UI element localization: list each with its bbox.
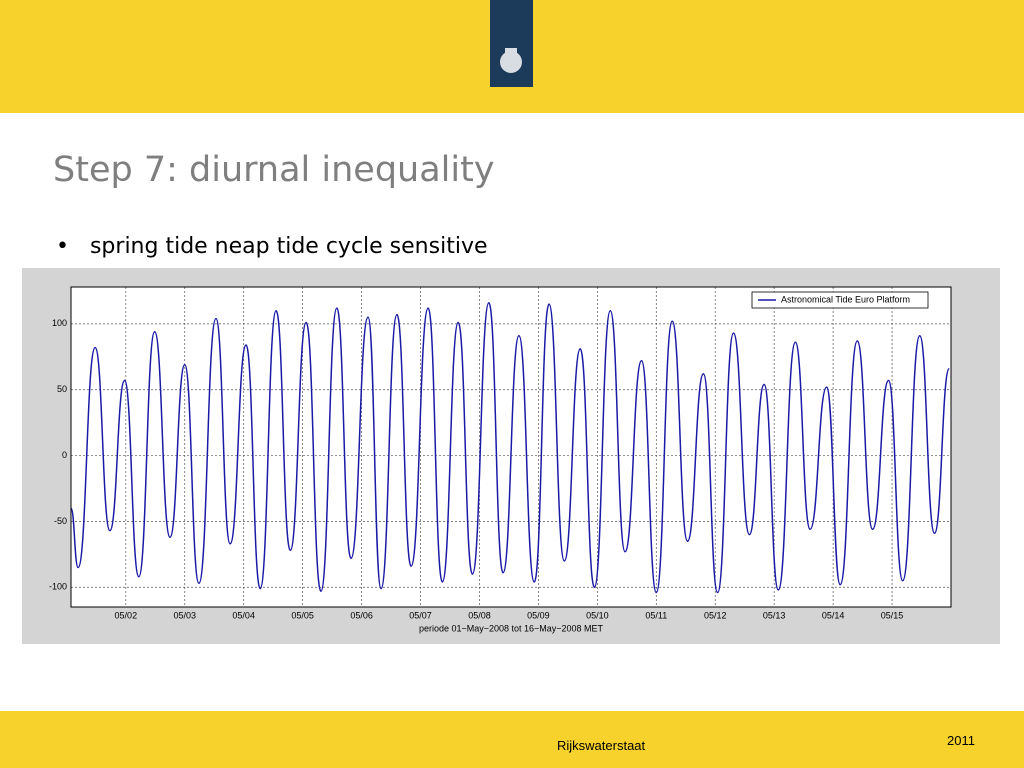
x-tick-label: 05/04 [232,610,255,620]
logo [490,0,533,87]
x-tick-label: 05/05 [291,610,314,620]
data-line [70,302,950,594]
x-tick-label: 05/07 [409,610,432,620]
legend-label: Astronomical Tide Euro Platform [781,294,910,304]
chart: -100 -50 0 50 100 05/02 05/03 05/04 05/05 05/06 05… [49,286,952,633]
x-tick-label: 05/14 [822,610,845,620]
x-tick-label: 05/15 [881,610,904,620]
x-tick-label: 05/03 [173,610,196,620]
x-tick-label: 05/08 [468,610,491,620]
chart-panel: -100 -50 0 50 100 05/02 05/03 05/04 05/05 05/06 05… [22,268,1000,644]
slide-title: Step 7: diurnal inequality [53,150,495,190]
y-tick-label: 100 [52,318,67,328]
logo-emblem [500,48,522,73]
x-tick-label: 05/02 [115,610,138,620]
x-axis-label: periode 01−May−2008 tot 16−May−2008 MET [419,623,604,633]
y-tick-label: -50 [54,516,67,526]
y-tick-label: 50 [57,384,67,394]
y-tick-label: 0 [62,450,67,460]
x-tick-label: 05/09 [527,610,550,620]
bullet-text: spring tide neap tide cycle sensitive [89,234,488,259]
footer-band [0,711,1024,768]
plot-frame [70,286,952,608]
y-tick-label: -100 [49,582,67,592]
x-tick-label: 05/06 [350,610,373,620]
bullet: • spring tide neap tide cycle sensitive [56,234,488,259]
x-tick-label: 05/13 [763,610,786,620]
x-tick-label: 05/12 [704,610,727,620]
legend-box [751,291,929,309]
x-tick-label: 05/11 [645,610,667,620]
footer-year: 2011 [947,733,975,748]
x-tick-label: 05/10 [586,610,609,620]
footer-text: Rijkswaterstaat [557,738,646,753]
